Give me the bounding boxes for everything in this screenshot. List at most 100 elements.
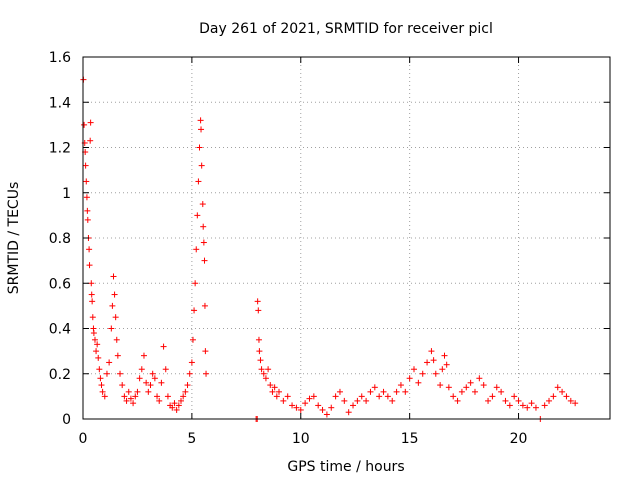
data-point <box>173 406 180 413</box>
data-point <box>86 262 93 269</box>
data-point <box>200 223 207 230</box>
y-tick-label: 0.6 <box>49 276 71 292</box>
data-point <box>99 388 106 395</box>
data-point <box>143 379 150 386</box>
data-point <box>97 375 104 382</box>
data-point <box>169 404 176 411</box>
data-point <box>151 375 158 382</box>
data-point <box>336 388 343 395</box>
data-point <box>260 370 267 377</box>
data-point <box>376 393 383 400</box>
data-point <box>532 404 539 411</box>
data-point <box>480 382 487 389</box>
data-point <box>546 397 553 404</box>
data-point <box>191 307 198 314</box>
data-point <box>328 404 335 411</box>
data-point <box>84 207 91 214</box>
data-point <box>106 359 113 366</box>
data-point <box>184 382 191 389</box>
data-point <box>171 400 178 407</box>
data-point <box>88 291 95 298</box>
data-point <box>380 388 387 395</box>
data-point <box>95 354 102 361</box>
data-point <box>489 393 496 400</box>
data-point <box>186 370 193 377</box>
y-tick-label: 1.2 <box>49 141 71 157</box>
data-point <box>138 366 145 373</box>
data-point <box>454 397 461 404</box>
data-point <box>293 404 300 411</box>
data-point <box>306 395 313 402</box>
data-point <box>255 307 262 314</box>
data-point <box>86 246 93 253</box>
data-point <box>91 336 98 343</box>
data-point <box>269 388 276 395</box>
y-tick-label: 0 <box>62 412 71 428</box>
data-point <box>197 117 204 124</box>
data-point <box>113 336 120 343</box>
data-point <box>196 144 203 151</box>
data-point <box>134 388 141 395</box>
data-point <box>284 393 291 400</box>
data-point <box>315 402 322 409</box>
data-point <box>397 382 404 389</box>
data-point <box>103 370 110 377</box>
data-point <box>258 366 265 373</box>
data-point <box>280 397 287 404</box>
data-point <box>200 239 207 246</box>
data-point <box>297 406 304 413</box>
data-point <box>332 393 339 400</box>
data-point <box>156 397 163 404</box>
data-point <box>162 366 169 373</box>
data-point <box>554 384 561 391</box>
data-point <box>463 384 470 391</box>
data-point <box>354 397 361 404</box>
data-point <box>341 397 348 404</box>
data-point <box>194 212 201 219</box>
data-point <box>109 302 116 309</box>
axis-ticks: 0 0.2 0.4 0.6 0.8 1 1.2 1.4 1.6 0 5 10 15 20 <box>49 50 610 447</box>
data-point <box>175 402 182 409</box>
data-point <box>476 375 483 382</box>
data-point <box>415 379 422 386</box>
data-point <box>101 393 108 400</box>
data-point <box>389 397 396 404</box>
data-point <box>199 201 206 208</box>
data-point <box>458 388 465 395</box>
data-point <box>493 384 500 391</box>
x-tick-label: 5 <box>187 431 196 447</box>
data-point <box>119 382 126 389</box>
data-point <box>195 178 202 185</box>
data-point <box>94 341 101 348</box>
data-point <box>467 379 474 386</box>
data-point <box>506 402 513 409</box>
data-point <box>108 325 115 332</box>
data-point <box>93 348 100 355</box>
data-point <box>345 409 352 416</box>
data-point <box>439 366 446 373</box>
data-point <box>572 400 579 407</box>
data-point <box>160 343 167 350</box>
data-point <box>528 400 535 407</box>
data-point <box>98 382 105 389</box>
data-point <box>443 361 450 368</box>
grid <box>83 57 610 419</box>
data-point <box>515 397 522 404</box>
data-point <box>262 375 269 382</box>
data-point <box>445 384 452 391</box>
data-point <box>319 406 326 413</box>
data-point <box>323 411 330 418</box>
data-point <box>411 366 418 373</box>
chart-title: Day 261 of 2021, SRMTID for receiver pic… <box>199 21 493 37</box>
data-point <box>567 397 574 404</box>
data-point <box>96 366 103 373</box>
data-point <box>432 370 439 377</box>
x-tick-label: 15 <box>401 431 419 447</box>
data-point <box>256 348 263 355</box>
data-point <box>89 298 96 305</box>
data-point <box>84 216 91 223</box>
data-point <box>130 400 137 407</box>
data-point <box>132 393 139 400</box>
data-point <box>114 352 121 359</box>
data-point <box>154 393 161 400</box>
